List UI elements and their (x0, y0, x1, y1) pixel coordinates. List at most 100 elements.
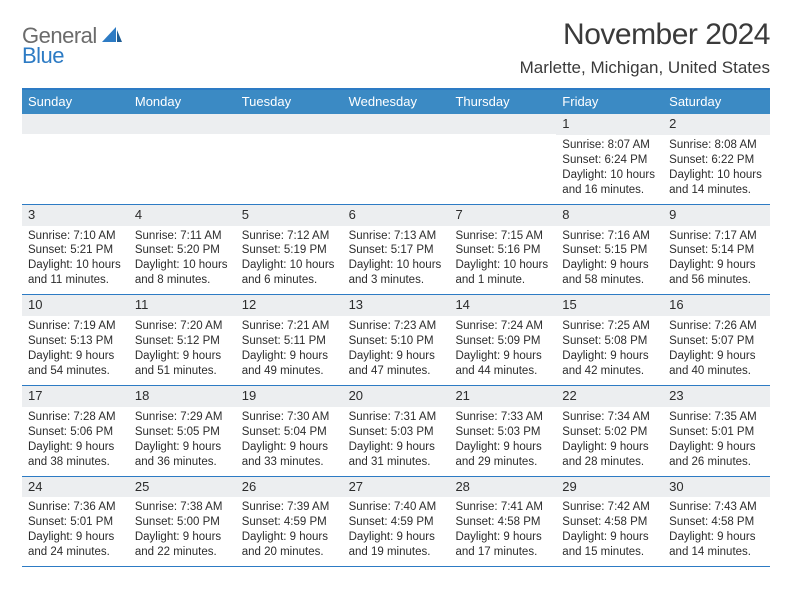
sunset-text: Sunset: 4:58 PM (669, 515, 764, 530)
sunset-text: Sunset: 5:03 PM (349, 425, 444, 440)
calendar-cell: 20Sunrise: 7:31 AMSunset: 5:03 PMDayligh… (343, 386, 450, 476)
weekday-tuesday: Tuesday (236, 90, 343, 114)
sunrise-text: Sunrise: 7:21 AM (242, 319, 337, 334)
calendar-cell-empty (449, 114, 556, 204)
sunset-text: Sunset: 5:21 PM (28, 243, 123, 258)
daylight-text: Daylight: 9 hours and 54 minutes. (28, 349, 123, 379)
day-details: Sunrise: 7:35 AMSunset: 5:01 PMDaylight:… (663, 407, 770, 476)
sunrise-text: Sunrise: 7:30 AM (242, 410, 337, 425)
sunrise-text: Sunrise: 7:28 AM (28, 410, 123, 425)
calendar-cell: 19Sunrise: 7:30 AMSunset: 5:04 PMDayligh… (236, 386, 343, 476)
day-number: 30 (663, 477, 770, 498)
sunrise-text: Sunrise: 7:41 AM (455, 500, 550, 515)
week-row: 3Sunrise: 7:10 AMSunset: 5:21 PMDaylight… (22, 205, 770, 296)
day-number: 23 (663, 386, 770, 407)
sunset-text: Sunset: 5:06 PM (28, 425, 123, 440)
calendar-cell: 12Sunrise: 7:21 AMSunset: 5:11 PMDayligh… (236, 295, 343, 385)
day-number: 15 (556, 295, 663, 316)
daylight-text: Daylight: 9 hours and 33 minutes. (242, 440, 337, 470)
daylight-text: Daylight: 10 hours and 6 minutes. (242, 258, 337, 288)
sunrise-text: Sunrise: 7:20 AM (135, 319, 230, 334)
day-details: Sunrise: 7:11 AMSunset: 5:20 PMDaylight:… (129, 226, 236, 295)
daylight-text: Daylight: 9 hours and 20 minutes. (242, 530, 337, 560)
sunrise-text: Sunrise: 7:39 AM (242, 500, 337, 515)
day-number: 1 (556, 114, 663, 135)
day-details: Sunrise: 7:33 AMSunset: 5:03 PMDaylight:… (449, 407, 556, 476)
daylight-text: Daylight: 10 hours and 14 minutes. (669, 168, 764, 198)
sunset-text: Sunset: 5:17 PM (349, 243, 444, 258)
daylight-text: Daylight: 9 hours and 31 minutes. (349, 440, 444, 470)
sunrise-text: Sunrise: 7:43 AM (669, 500, 764, 515)
sunset-text: Sunset: 5:09 PM (455, 334, 550, 349)
day-number: 21 (449, 386, 556, 407)
sunrise-text: Sunrise: 8:08 AM (669, 138, 764, 153)
calendar-cell: 27Sunrise: 7:40 AMSunset: 4:59 PMDayligh… (343, 477, 450, 567)
calendar-cell: 26Sunrise: 7:39 AMSunset: 4:59 PMDayligh… (236, 477, 343, 567)
sunset-text: Sunset: 5:01 PM (28, 515, 123, 530)
sunrise-text: Sunrise: 7:24 AM (455, 319, 550, 334)
sunset-text: Sunset: 6:24 PM (562, 153, 657, 168)
day-number: 11 (129, 295, 236, 316)
sunrise-text: Sunrise: 7:35 AM (669, 410, 764, 425)
day-number: 10 (22, 295, 129, 316)
calendar-cell: 21Sunrise: 7:33 AMSunset: 5:03 PMDayligh… (449, 386, 556, 476)
daylight-text: Daylight: 9 hours and 24 minutes. (28, 530, 123, 560)
logo-text: General Blue (22, 26, 122, 66)
calendar-cell: 10Sunrise: 7:19 AMSunset: 5:13 PMDayligh… (22, 295, 129, 385)
sunrise-text: Sunrise: 8:07 AM (562, 138, 657, 153)
daylight-text: Daylight: 10 hours and 11 minutes. (28, 258, 123, 288)
daylight-text: Daylight: 9 hours and 56 minutes. (669, 258, 764, 288)
calendar-cell: 8Sunrise: 7:16 AMSunset: 5:15 PMDaylight… (556, 205, 663, 295)
logo: General Blue (22, 18, 122, 66)
day-number: 25 (129, 477, 236, 498)
day-details: Sunrise: 7:43 AMSunset: 4:58 PMDaylight:… (663, 497, 770, 566)
sunset-text: Sunset: 5:15 PM (562, 243, 657, 258)
calendar-cell: 4Sunrise: 7:11 AMSunset: 5:20 PMDaylight… (129, 205, 236, 295)
calendar-cell: 25Sunrise: 7:38 AMSunset: 5:00 PMDayligh… (129, 477, 236, 567)
day-number: 29 (556, 477, 663, 498)
calendar-cell-empty (22, 114, 129, 204)
sunset-text: Sunset: 5:04 PM (242, 425, 337, 440)
sunset-text: Sunset: 5:12 PM (135, 334, 230, 349)
sunset-text: Sunset: 4:59 PM (349, 515, 444, 530)
daylight-text: Daylight: 9 hours and 17 minutes. (455, 530, 550, 560)
day-details: Sunrise: 7:24 AMSunset: 5:09 PMDaylight:… (449, 316, 556, 385)
sunrise-text: Sunrise: 7:15 AM (455, 229, 550, 244)
header: General Blue November 2024 Marlette, Mic… (22, 18, 770, 78)
sunrise-text: Sunrise: 7:19 AM (28, 319, 123, 334)
day-details: Sunrise: 7:26 AMSunset: 5:07 PMDaylight:… (663, 316, 770, 385)
day-number: 20 (343, 386, 450, 407)
day-number (343, 114, 450, 134)
calendar-cell: 3Sunrise: 7:10 AMSunset: 5:21 PMDaylight… (22, 205, 129, 295)
daylight-text: Daylight: 10 hours and 8 minutes. (135, 258, 230, 288)
sail-icon (102, 27, 122, 43)
sunset-text: Sunset: 5:03 PM (455, 425, 550, 440)
sunrise-text: Sunrise: 7:13 AM (349, 229, 444, 244)
weekday-saturday: Saturday (663, 90, 770, 114)
daylight-text: Daylight: 10 hours and 1 minute. (455, 258, 550, 288)
day-details: Sunrise: 7:31 AMSunset: 5:03 PMDaylight:… (343, 407, 450, 476)
calendar-cell: 6Sunrise: 7:13 AMSunset: 5:17 PMDaylight… (343, 205, 450, 295)
sunrise-text: Sunrise: 7:12 AM (242, 229, 337, 244)
week-row: 1 Sunrise: 8:07 AMSunset: 6:24 PM Daylight… (22, 114, 770, 205)
weekday-monday: Monday (129, 90, 236, 114)
sunset-text: Sunset: 4:58 PM (562, 515, 657, 530)
day-number (449, 114, 556, 134)
day-details: Sunrise: 8:08 AMSunset: 6:22 PMDaylight:… (663, 135, 770, 204)
daylight-text: Daylight: 9 hours and 47 minutes. (349, 349, 444, 379)
sunset-text: Sunset: 5:01 PM (669, 425, 764, 440)
daylight-text: Daylight: 9 hours and 15 minutes. (562, 530, 657, 560)
calendar-cell: 23Sunrise: 7:35 AMSunset: 5:01 PMDayligh… (663, 386, 770, 476)
day-number: 28 (449, 477, 556, 498)
day-details: Sunrise: 7:15 AMSunset: 5:16 PMDaylight:… (449, 226, 556, 295)
calendar-cell: 15Sunrise: 7:25 AMSunset: 5:08 PMDayligh… (556, 295, 663, 385)
week-row: 10Sunrise: 7:19 AMSunset: 5:13 PMDayligh… (22, 295, 770, 386)
calendar-grid: SundayMondayTuesdayWednesdayThursdayFrid… (22, 88, 770, 567)
calendar-cell: 2Sunrise: 8:08 AMSunset: 6:22 PMDaylight… (663, 114, 770, 204)
calendar-cell: 5Sunrise: 7:12 AMSunset: 5:19 PMDaylight… (236, 205, 343, 295)
sunset-text: Sunset: 5:10 PM (349, 334, 444, 349)
daylight-text: Daylight: 9 hours and 36 minutes. (135, 440, 230, 470)
day-number: 6 (343, 205, 450, 226)
day-number: 12 (236, 295, 343, 316)
sunrise-text: Sunrise: 7:10 AM (28, 229, 123, 244)
